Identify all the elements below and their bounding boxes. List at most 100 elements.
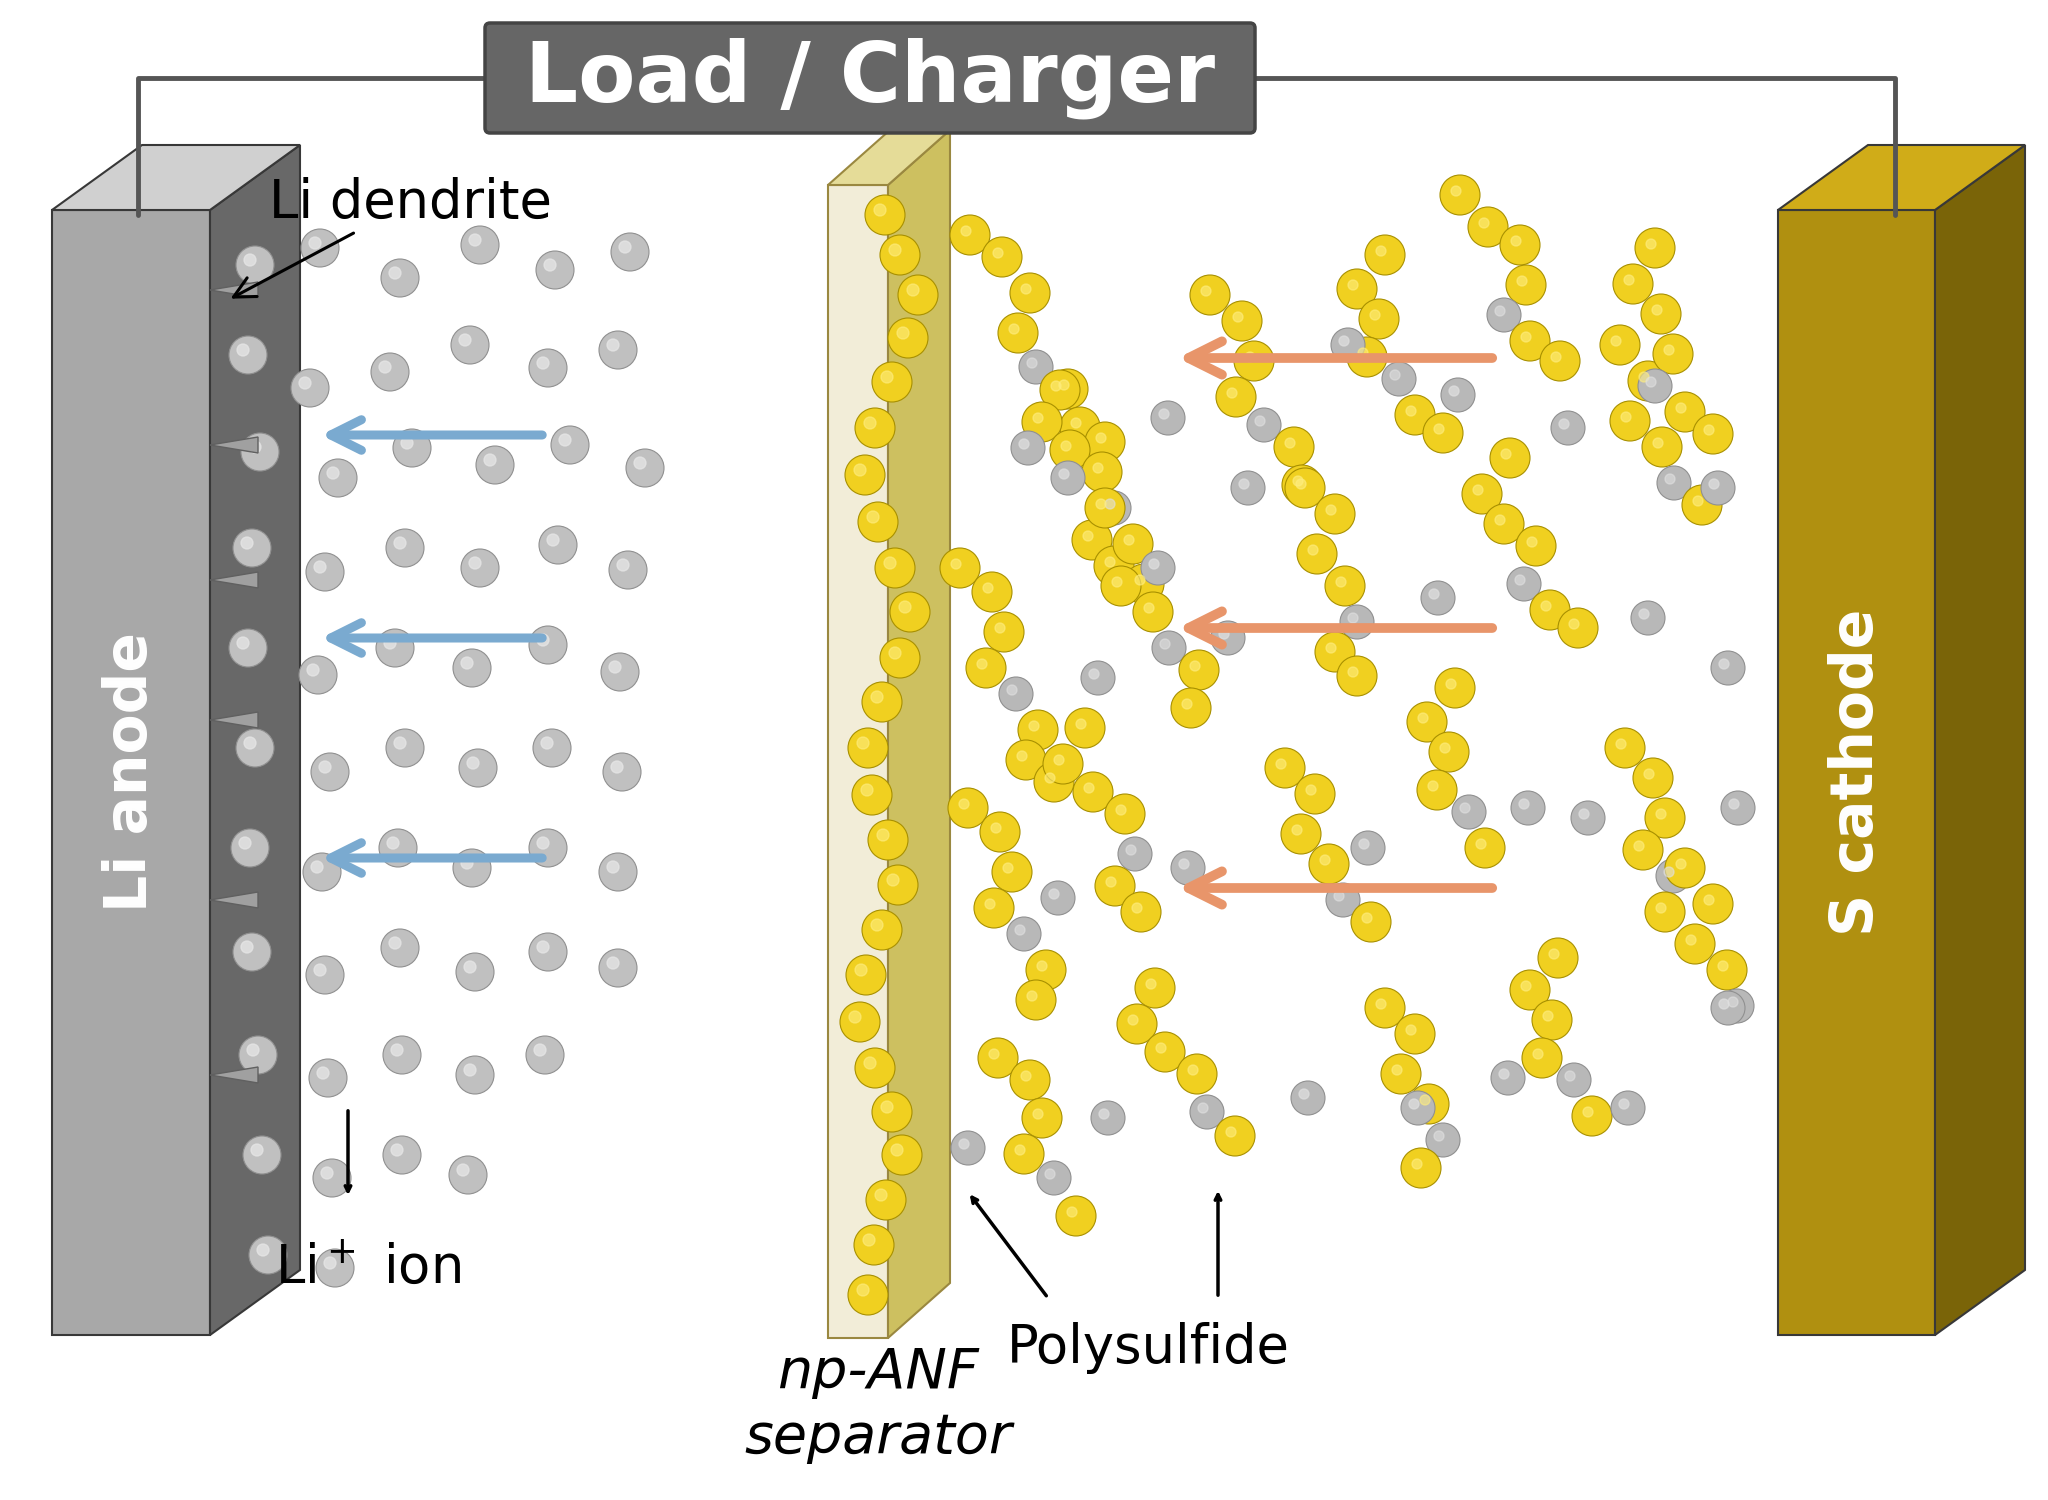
Circle shape xyxy=(229,336,266,374)
Circle shape xyxy=(465,962,475,974)
Circle shape xyxy=(1516,526,1556,566)
Circle shape xyxy=(1135,574,1145,585)
Circle shape xyxy=(1040,880,1075,915)
Circle shape xyxy=(610,760,623,772)
Circle shape xyxy=(874,1190,887,1202)
Circle shape xyxy=(1339,604,1374,639)
Circle shape xyxy=(1294,774,1335,814)
Circle shape xyxy=(299,376,311,388)
Circle shape xyxy=(1059,380,1069,390)
Circle shape xyxy=(1292,476,1303,486)
Circle shape xyxy=(328,466,340,478)
Circle shape xyxy=(1393,1065,1403,1076)
Circle shape xyxy=(854,1226,895,1264)
Circle shape xyxy=(1022,1071,1030,1082)
Circle shape xyxy=(393,429,430,466)
Circle shape xyxy=(1624,274,1634,285)
Circle shape xyxy=(1004,862,1014,873)
Circle shape xyxy=(385,729,424,766)
Circle shape xyxy=(389,938,401,950)
Circle shape xyxy=(1491,1060,1526,1095)
Circle shape xyxy=(1018,710,1059,750)
Circle shape xyxy=(1016,980,1057,1020)
Circle shape xyxy=(387,837,399,849)
Circle shape xyxy=(1509,321,1550,362)
Circle shape xyxy=(1128,1016,1139,1025)
Circle shape xyxy=(250,1236,287,1274)
Circle shape xyxy=(1718,658,1729,669)
Polygon shape xyxy=(827,130,950,184)
Circle shape xyxy=(1382,362,1415,396)
Circle shape xyxy=(537,357,549,369)
Circle shape xyxy=(1012,430,1044,465)
Circle shape xyxy=(1096,433,1106,442)
Circle shape xyxy=(229,628,266,668)
FancyBboxPatch shape xyxy=(485,22,1255,134)
Circle shape xyxy=(1518,276,1528,286)
Circle shape xyxy=(881,638,920,678)
Circle shape xyxy=(627,448,664,488)
Circle shape xyxy=(993,248,1004,258)
Circle shape xyxy=(1061,441,1071,452)
Circle shape xyxy=(1325,884,1360,916)
Circle shape xyxy=(856,736,868,748)
Circle shape xyxy=(868,821,907,860)
Circle shape xyxy=(606,339,618,351)
Polygon shape xyxy=(211,892,258,908)
Circle shape xyxy=(1499,1070,1509,1078)
Circle shape xyxy=(1616,740,1626,748)
Circle shape xyxy=(1395,1014,1436,1054)
Circle shape xyxy=(532,729,571,766)
Circle shape xyxy=(1507,567,1540,602)
Circle shape xyxy=(1366,236,1405,274)
Circle shape xyxy=(1548,950,1559,958)
Circle shape xyxy=(1210,621,1245,656)
Circle shape xyxy=(1407,702,1448,742)
Circle shape xyxy=(1352,902,1391,942)
Circle shape xyxy=(877,830,889,842)
Circle shape xyxy=(1434,1131,1444,1142)
Circle shape xyxy=(1004,1134,1044,1174)
Circle shape xyxy=(559,433,571,445)
Circle shape xyxy=(1190,662,1200,670)
Circle shape xyxy=(301,230,340,267)
Circle shape xyxy=(1307,784,1317,795)
Circle shape xyxy=(1419,1095,1430,1106)
Circle shape xyxy=(1044,772,1055,783)
Circle shape xyxy=(1180,650,1219,690)
Circle shape xyxy=(244,254,256,266)
Circle shape xyxy=(598,950,637,987)
Circle shape xyxy=(973,572,1012,612)
Circle shape xyxy=(1495,514,1505,525)
Circle shape xyxy=(1663,867,1673,877)
Circle shape xyxy=(1145,1032,1186,1072)
Circle shape xyxy=(1032,413,1042,423)
Circle shape xyxy=(991,852,1032,892)
Circle shape xyxy=(1358,348,1368,358)
Circle shape xyxy=(1559,419,1569,429)
Circle shape xyxy=(1282,465,1323,506)
Circle shape xyxy=(1407,1024,1415,1035)
Circle shape xyxy=(1380,1054,1421,1094)
Circle shape xyxy=(1442,378,1475,412)
Circle shape xyxy=(1245,352,1255,362)
Circle shape xyxy=(1325,644,1335,652)
Circle shape xyxy=(1520,800,1530,808)
Circle shape xyxy=(1495,306,1505,316)
Circle shape xyxy=(528,933,567,970)
Circle shape xyxy=(238,638,250,650)
Circle shape xyxy=(1100,1108,1110,1119)
Circle shape xyxy=(371,352,410,392)
Circle shape xyxy=(1511,790,1544,825)
Text: Load / Charger: Load / Charger xyxy=(524,38,1214,118)
Circle shape xyxy=(1686,934,1696,945)
Circle shape xyxy=(1647,238,1657,249)
Circle shape xyxy=(1151,632,1186,664)
Circle shape xyxy=(1710,992,1745,1024)
Circle shape xyxy=(1022,1098,1063,1138)
Circle shape xyxy=(1360,839,1368,849)
Circle shape xyxy=(1657,859,1690,892)
Circle shape xyxy=(1583,1107,1593,1118)
Circle shape xyxy=(1638,369,1671,404)
Circle shape xyxy=(385,638,395,650)
